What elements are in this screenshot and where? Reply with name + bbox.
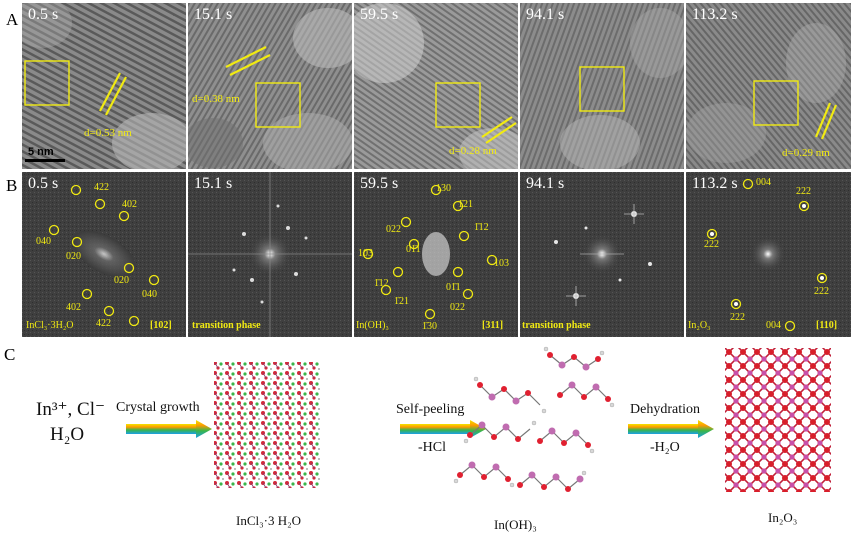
spot-label: 402 bbox=[122, 199, 137, 210]
spot-label: 1̄21 bbox=[394, 296, 409, 307]
fft-pattern-3: 59.5 s 130 1̄21 1̄12 022 01̄1 103 103 01… bbox=[354, 172, 518, 337]
spot-label: 004 bbox=[766, 320, 781, 331]
spot-label: 222 bbox=[796, 186, 811, 197]
d-spacing-label-2: d=0.38 nm bbox=[192, 93, 240, 105]
panel-letter-a: A bbox=[6, 10, 19, 29]
spot-label: 040 bbox=[36, 236, 51, 247]
spot-label: 422 bbox=[96, 318, 111, 329]
product-1-label: InCl₃·3 H₂O bbox=[236, 513, 302, 528]
spot-label: 01̄1 bbox=[406, 244, 421, 255]
time-label-a3: 59.5 s bbox=[360, 6, 399, 23]
time-label-a4: 94.1 s bbox=[526, 6, 565, 23]
phase-label-5: In₂O₃ bbox=[688, 320, 711, 331]
phase-label-2: transition phase bbox=[192, 320, 261, 331]
scale-bar-label: 5 nm bbox=[28, 146, 54, 158]
hrtem-texture-5 bbox=[686, 3, 851, 169]
spot-label: 1̄30 bbox=[422, 321, 437, 332]
zone-axis-1: [102] bbox=[150, 320, 172, 331]
spot-label: 004 bbox=[756, 177, 771, 188]
fft-svg-1 bbox=[22, 172, 186, 337]
fft-pattern-2: 15.1 s transition phase bbox=[188, 172, 352, 337]
step-2-bottom-label: -HCl bbox=[418, 440, 446, 455]
hrtem-image-3: 59.5 s d=0.28 nm bbox=[354, 3, 518, 169]
step-3-top-label: Dehydration bbox=[630, 402, 700, 417]
spot-label: 222 bbox=[730, 312, 745, 323]
inoh3-chains-icon bbox=[453, 346, 615, 492]
phase-label-4: transition phase bbox=[522, 320, 591, 331]
hrtem-texture-2 bbox=[188, 3, 352, 169]
spot-label: 222 bbox=[814, 286, 829, 297]
step-1-label: Crystal growth bbox=[116, 400, 200, 415]
d-spacing-label-4: d=0.29 nm bbox=[782, 147, 830, 159]
step-3-bottom-label: -H₂O bbox=[650, 440, 680, 455]
spot-label: 1̄12 bbox=[474, 222, 489, 233]
time-label-b5: 113.2 s bbox=[692, 175, 738, 192]
hrtem-image-2: 15.1 s d=0.38 nm bbox=[188, 3, 352, 169]
fft-pattern-4: 94.1 s transition phase bbox=[520, 172, 684, 337]
d-spacing-label-3: d=0.28 nm bbox=[449, 145, 497, 157]
time-label-b3: 59.5 s bbox=[360, 175, 399, 192]
hrtem-image-4: 94.1 s bbox=[520, 3, 684, 169]
phase-label-1: InCl₃·3H₂O bbox=[26, 320, 74, 331]
fft-svg-4 bbox=[520, 172, 684, 337]
spot-label: 01̄1 bbox=[446, 282, 461, 293]
fft-pattern-1: 0.5 s 422 402 040 020 020 040 402 422 In… bbox=[22, 172, 186, 337]
zone-axis-3: [110] bbox=[816, 320, 838, 331]
spot-label: 1̄21 bbox=[458, 199, 473, 210]
fft-svg-5 bbox=[686, 172, 851, 337]
time-label-a5: 113.2 s bbox=[692, 6, 738, 23]
hrtem-texture-1 bbox=[22, 3, 186, 169]
spot-label: 020 bbox=[114, 275, 129, 286]
fft-svg-2 bbox=[188, 172, 352, 337]
incl3-crystal-icon bbox=[214, 362, 320, 488]
time-label-b1: 0.5 s bbox=[28, 175, 59, 192]
hrtem-image-1: 0.5 s d=0.53 nm 5 nm bbox=[22, 3, 186, 169]
time-label-b4: 94.1 s bbox=[526, 175, 565, 192]
product-3-label: In₂O₃ bbox=[768, 510, 798, 525]
spot-label: 040 bbox=[142, 289, 157, 300]
spot-label: 103 bbox=[358, 248, 373, 259]
arrow-3-icon bbox=[628, 420, 714, 438]
step-2-top-label: Self-peeling bbox=[396, 402, 465, 417]
d-spacing-label-1: d=0.53 nm bbox=[84, 127, 132, 139]
spot-label: 1̄12 bbox=[374, 278, 389, 289]
zone-axis-2: [311] bbox=[482, 320, 504, 331]
panel-letter-b: B bbox=[6, 176, 18, 195]
spot-label: 130 bbox=[436, 183, 451, 194]
time-label-a1: 0.5 s bbox=[28, 6, 59, 23]
spot-label: 022 bbox=[450, 302, 465, 313]
fft-svg-3 bbox=[354, 172, 518, 337]
reactants-line-2: H₂O bbox=[50, 424, 85, 445]
time-label-b2: 15.1 s bbox=[194, 175, 233, 192]
fft-pattern-5: 113.2 s 004 222 222 222 222 004 In₂O₃ [1… bbox=[686, 172, 851, 337]
spot-label: 020 bbox=[66, 251, 81, 262]
spot-label: 402 bbox=[66, 302, 81, 313]
spot-label: 422 bbox=[94, 182, 109, 193]
hrtem-texture-3 bbox=[354, 3, 518, 169]
phase-label-3: In(OH)₃ bbox=[356, 320, 389, 331]
hrtem-image-5: 113.2 s d=0.29 nm bbox=[686, 3, 851, 169]
spot-label: 022 bbox=[386, 224, 401, 235]
spot-label: 103 bbox=[494, 258, 509, 269]
reactants-line-1: In³⁺, Cl⁻ bbox=[36, 399, 106, 420]
time-label-a2: 15.1 s bbox=[194, 6, 233, 23]
in2o3-crystal-icon bbox=[725, 348, 831, 492]
hrtem-texture-4 bbox=[520, 3, 684, 169]
panel-letter-c: C bbox=[4, 345, 16, 364]
product-2-label: In(OH)₃ bbox=[494, 517, 537, 532]
spot-label: 222 bbox=[704, 239, 719, 250]
arrow-1-icon bbox=[126, 420, 212, 438]
